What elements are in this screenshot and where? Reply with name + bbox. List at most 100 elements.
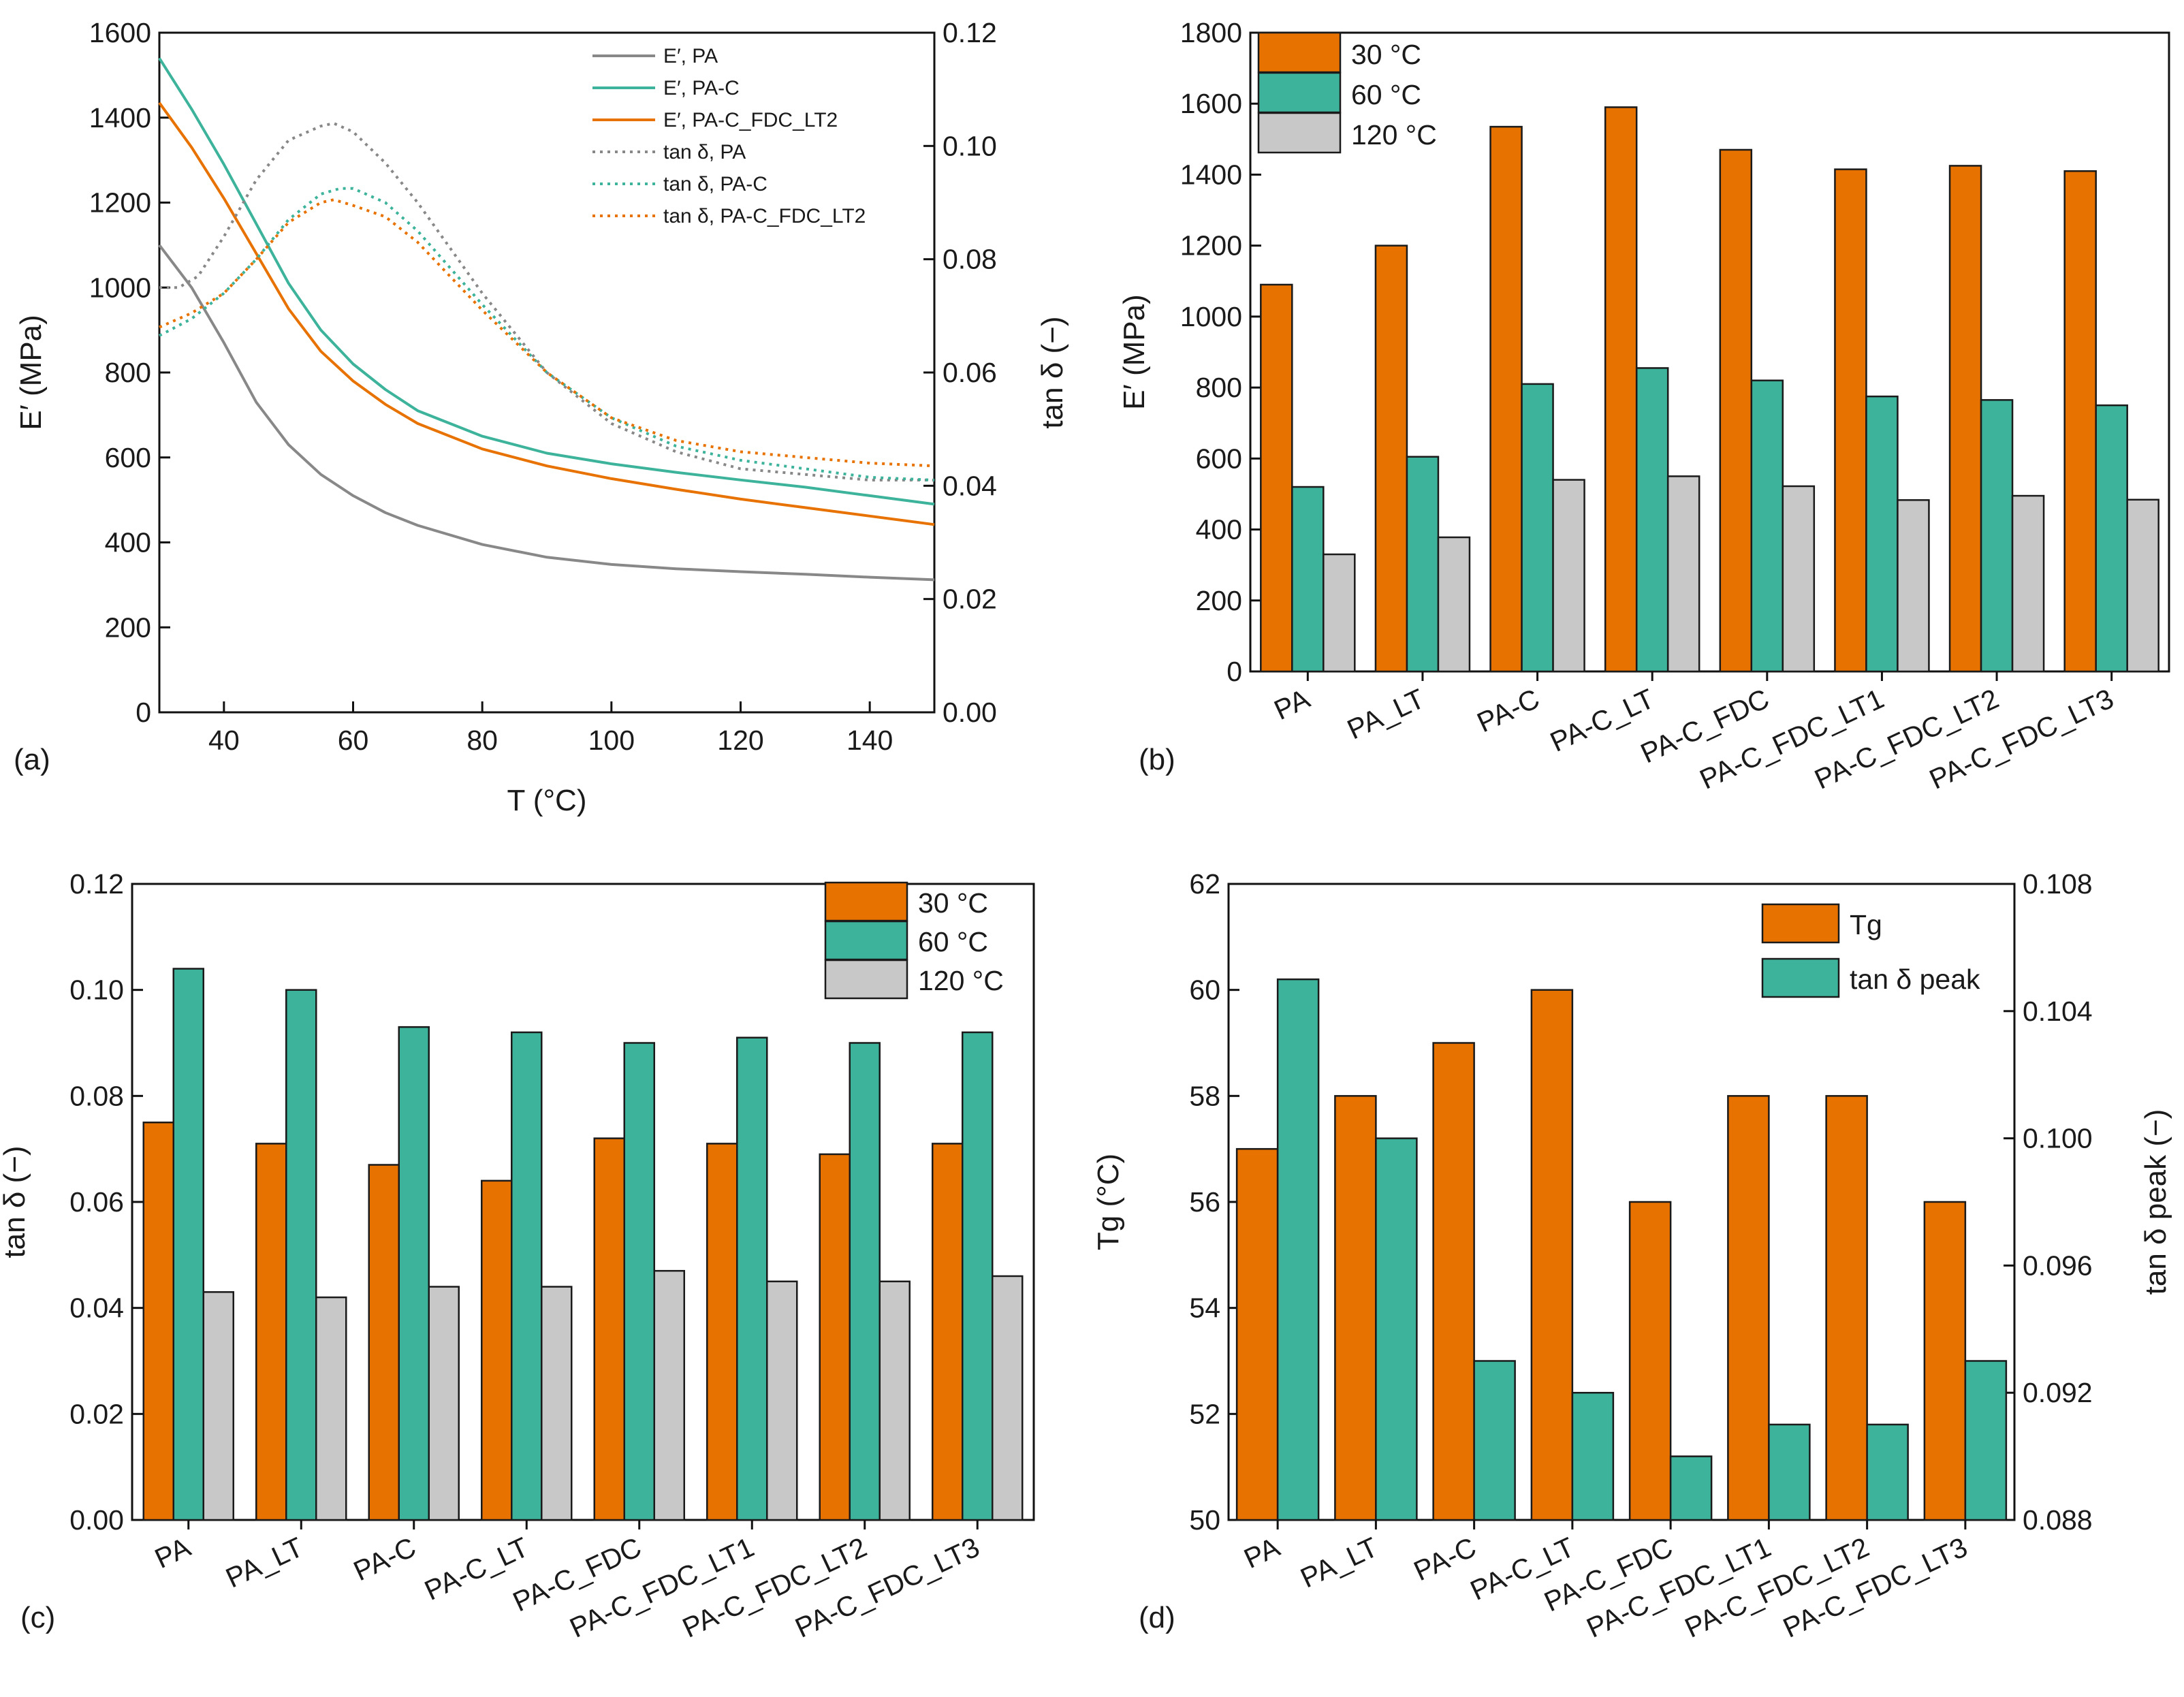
y-tick-label: 1600 [1180,88,1242,119]
y-tick-label: 0.04 [69,1292,124,1324]
legend-label: tan δ, PA [663,141,746,163]
bar-1 [1235,1147,1279,1521]
y-tick-label: 1200 [89,187,151,219]
bar-1 [1727,1095,1770,1521]
x-axis-label: T (°C) [507,784,587,817]
y-tick-label: 0.06 [69,1186,124,1218]
y2-axis-label: tan δ (−) [1036,316,1069,428]
legend-label: tan δ, PA-C [663,173,767,195]
y-tick-label: 0.00 [69,1504,124,1536]
bar-2 [1669,1455,1713,1521]
x-category-label: PA [1239,1531,1285,1574]
bar-2 [172,968,204,1521]
legend-label: E′, PA [663,45,718,67]
y-tick-label: 200 [1196,585,1242,616]
y2-tick-label: 0.08 [943,244,997,275]
bar-3 [1437,536,1471,673]
y-axis-label: Tg (°C) [1092,1154,1125,1250]
y-tick-label: 600 [1196,443,1242,474]
legend-swatch [1257,72,1342,114]
y-tick-label: 1800 [1180,17,1242,48]
y2-tick-label: 0.104 [2023,996,2093,1027]
bar-3 [1666,475,1700,673]
bar-3 [1897,499,1930,673]
y-tick-label: 1400 [89,102,151,133]
y-tick-label: 54 [1189,1292,1220,1324]
bar-3 [315,1296,347,1521]
bar-2 [1865,395,1899,673]
bar-1 [1530,989,1574,1521]
legend-label: 60 °C [1351,79,1421,110]
legend-swatch [1761,957,1840,998]
y-tick-label: 58 [1189,1080,1220,1111]
y-tick-label: 800 [1196,372,1242,403]
bar-3 [653,1269,685,1521]
y-tick-label: 1000 [89,272,151,303]
series-line-2 [158,57,935,506]
panel-label: (b) [1139,743,1175,776]
bar-3 [1552,479,1585,673]
bar-1 [1719,148,1753,673]
bar-1 [255,1143,287,1521]
bar-3 [428,1286,460,1521]
x-category-label: PA-C_FDC_LT3 [791,1531,984,1643]
bar-1 [481,1179,513,1521]
bar-2 [1635,367,1669,673]
series-line-4 [159,122,934,481]
y-tick-label: 0.12 [69,868,124,900]
legend-label: E′, PA-C_FDC_LT2 [663,109,838,131]
bar-1 [1260,283,1293,673]
legend-label: E′, PA-C [663,77,740,99]
bar-2 [511,1031,543,1521]
x-category-label: PA-C [1472,682,1544,738]
y-axis-label: E′ (MPa) [1118,294,1151,410]
bar-1 [1489,125,1523,673]
y-tick-label: 400 [105,527,151,558]
x-category-label: PA [1269,682,1315,726]
bar-2 [1866,1423,1909,1521]
bar-2 [1571,1391,1615,1521]
x-category-label: PA-C_FDC_LT2 [678,1531,871,1643]
x-category-label: PA-C [349,1531,420,1587]
bar-3 [541,1286,573,1521]
bar-2 [285,989,317,1521]
bar-1 [1948,165,1982,673]
bar-2 [1964,1360,2008,1521]
bar-1 [1628,1201,1672,1521]
y-tick-label: 200 [105,612,151,643]
y2-tick-label: 0.096 [2023,1250,2093,1281]
bar-2 [1521,383,1554,673]
series-line-3 [158,101,935,526]
y-tick-label: 0 [136,697,151,728]
x-tick-label: 60 [338,725,369,756]
panel-label: (d) [1139,1601,1175,1634]
bar-3 [2011,494,2045,673]
y-tick-label: 600 [105,442,151,473]
bar-1 [1374,244,1408,673]
x-tick-label: 100 [588,725,635,756]
y-tick-label: 50 [1189,1504,1220,1536]
y-tick-label: 1200 [1180,230,1242,261]
legend-swatch [1761,903,1840,944]
legend-swatch [824,881,908,922]
bar-3 [202,1291,234,1521]
y-tick-label: 0 [1226,656,1242,687]
legend-label: 60 °C [918,926,988,957]
bar-1 [706,1143,738,1521]
bar-1 [368,1164,400,1521]
plot-frame [1249,31,2170,673]
legend-label: tan δ peak [1850,964,1980,995]
y2-tick-label: 0.04 [943,470,997,501]
bar-1 [1834,168,1867,673]
y2-tick-label: 0.100 [2023,1123,2093,1154]
legend-swatch [824,959,908,1000]
x-tick-label: 140 [846,725,893,756]
y-tick-label: 0.08 [69,1080,124,1111]
y-tick-label: 52 [1189,1398,1220,1429]
bar-3 [2126,498,2159,673]
y-axis-label: tan δ (−) [0,1145,31,1258]
y-tick-label: 800 [105,357,151,388]
bar-2 [962,1031,994,1521]
panel-a-line-chart: 40 60 80 100 120 1400200400600800100012001400… [14,17,1069,817]
x-category-label: PA-C_FDC_LT1 [565,1531,759,1643]
